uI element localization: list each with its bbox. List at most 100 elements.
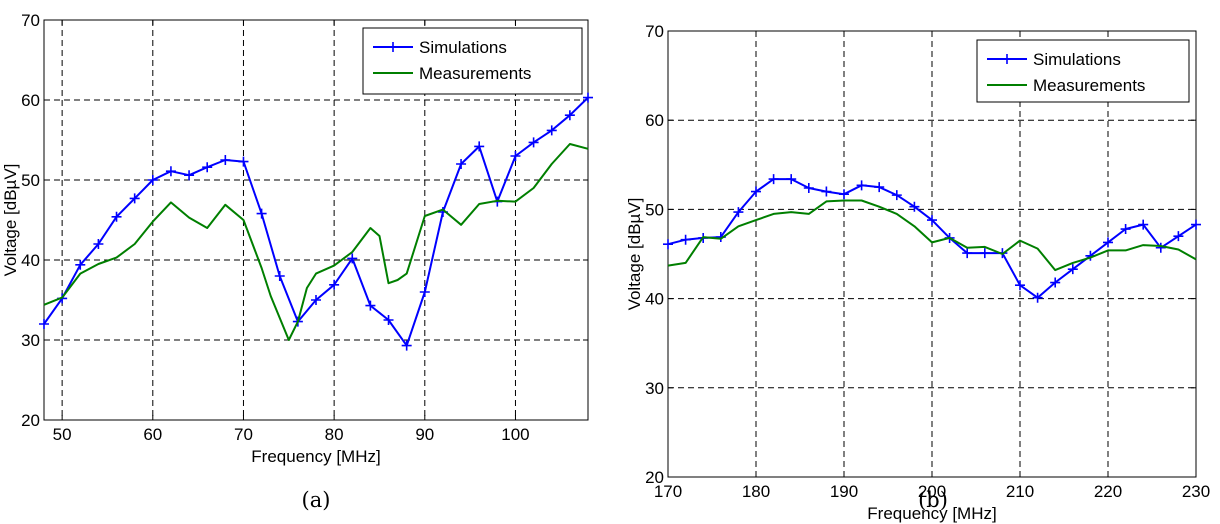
chart-b-legend-box <box>976 39 1190 103</box>
chart-a-series-simulations-point <box>93 239 104 249</box>
chart-a-legend-box <box>362 27 583 95</box>
chart-b-series-simulations-point <box>979 248 990 259</box>
chart-a-xtick-label: 60 <box>143 425 162 444</box>
chart-a-series-simulations-point <box>129 193 140 204</box>
chart-b-ytick-label: 60 <box>645 111 664 130</box>
chart-b-series-simulations-point <box>1050 277 1061 288</box>
chart-b-series-simulations-point <box>768 174 779 185</box>
chart-a-legend-marker <box>388 42 398 52</box>
chart-a-series-simulations-point <box>202 162 213 173</box>
chart-b-series-simulations-point <box>1173 231 1184 242</box>
chart-b-series-simulations-point <box>927 215 937 226</box>
chart-b-xtick-label: 170 <box>654 482 682 501</box>
chart-a-legend: Simulations Measurements <box>362 27 583 95</box>
chart-a-xtick-label: 90 <box>415 425 434 444</box>
chart-b-series-simulations-point <box>786 174 797 185</box>
chart-a-series-simulations-point <box>311 295 321 305</box>
chart-a-caption: (a) <box>302 488 331 512</box>
chart-b-series-simulations-point <box>874 182 885 193</box>
chart-a-series-simulations-point <box>165 166 176 177</box>
chart-b-series-simulations-point <box>733 207 744 218</box>
chart-a-ytick-label: 30 <box>21 331 40 350</box>
chart-b-series-simulations-point <box>751 186 761 197</box>
chart-b-xtick-label: 230 <box>1182 482 1210 501</box>
chart-b-legend-label-simulations: Simulations <box>1033 50 1121 69</box>
chart-a-x-axis-label: Frequency [MHz] <box>251 447 380 466</box>
chart-a-series-simulations-point <box>474 141 485 152</box>
chart-a-series-simulations-point <box>383 315 394 325</box>
chart-a-axes-frame <box>43 19 589 421</box>
chart-b-ytick-label: 70 <box>645 22 664 41</box>
chart-b-ytick-label: 50 <box>645 200 664 219</box>
chart-a-series-simulations-point <box>583 92 593 103</box>
chart-b-series-simulations-point <box>1032 292 1043 303</box>
chart-a-series-simulations-point <box>510 151 521 161</box>
chart-a: 50 60 70 80 90 100 20 30 40 50 60 70 Frequency [MHz]… <box>1 11 593 512</box>
chart-a-series-measurements-line <box>43 143 589 341</box>
chart-b-ytick-label: 40 <box>645 290 664 309</box>
chart-a-xtick-label: 80 <box>325 425 344 444</box>
chart-a-series-simulations-point <box>147 175 158 185</box>
chart-a-xtick-label: 100 <box>501 425 529 444</box>
chart-b-series-simulations-point <box>891 190 902 201</box>
chart-a-series-simulations-point <box>546 125 557 136</box>
chart-b-series-simulations-point <box>962 248 973 259</box>
chart-a-series-simulations-point <box>329 279 340 290</box>
chart-b-xtick-label: 210 <box>1006 482 1034 501</box>
chart-b-series-simulations-point <box>1191 219 1201 230</box>
chart-a-series-simulations-point <box>401 340 412 351</box>
chart-a-xtick-label: 70 <box>234 425 253 444</box>
chart-a-ytick-label: 20 <box>21 411 40 430</box>
chart-b-series-simulations-point <box>1138 219 1149 230</box>
chart-a-series-simulations-point <box>564 110 575 121</box>
chart-b-series-simulations-point <box>1155 242 1166 253</box>
chart-a-series-simulations-point <box>220 155 231 165</box>
chart-b-series-measurements-line <box>667 199 1197 272</box>
chart-b-xtick-label: 220 <box>1094 482 1122 501</box>
chart-a-series-simulations-point <box>111 211 122 222</box>
chart-a-series-simulations-point <box>39 319 49 329</box>
chart-b-caption: (b) <box>918 488 948 512</box>
chart-a-series-simulations-point <box>456 159 467 169</box>
chart-b-xtick-label: 200 <box>918 482 946 501</box>
chart-b-legend-marker <box>1002 54 1012 64</box>
chart-b-series-simulations-point <box>803 182 814 193</box>
chart-b-axes-frame <box>667 30 1197 478</box>
chart-a-series-simulations-point <box>75 259 86 270</box>
chart-a-series-simulations-point <box>528 137 539 148</box>
chart-b-series-simulations-point <box>909 201 920 212</box>
chart-a-series-simulations-point <box>365 300 376 311</box>
chart-b-series-simulations-point <box>680 234 691 245</box>
chart-a-ytick-label: 40 <box>21 251 40 270</box>
chart-b-legend: Simulations Measurements <box>976 39 1190 103</box>
chart-a-series-simulations-point <box>238 156 249 167</box>
chart-a-ytick-label: 50 <box>21 171 40 190</box>
chart-b-xtick-label: 190 <box>830 482 858 501</box>
chart-b-x-axis-label: Frequency [MHz] <box>867 504 996 523</box>
chart-a-series-simulations-point <box>347 253 358 264</box>
chart-a-series-simulations-point <box>184 170 195 181</box>
chart-b-series-simulations-point <box>839 189 849 200</box>
chart-b-series-simulations-point <box>1103 237 1113 248</box>
chart-a-series-simulations-point <box>419 287 430 297</box>
chart-b: 170 180 190 200 210 220 230 20 30 40 50 60 70 Frequen… <box>625 22 1210 523</box>
chart-b-series-simulations-point <box>821 186 832 197</box>
chart-b-y-axis-label: Voltage [dBµV] <box>625 198 644 311</box>
chart-a-xtick-label: 50 <box>53 425 72 444</box>
chart-a-legend-label-simulations: Simulations <box>419 38 507 57</box>
chart-b-series-simulations-point <box>663 239 673 250</box>
chart-a-series-simulations-point <box>274 271 285 281</box>
chart-b-ytick-label: 30 <box>645 379 664 398</box>
chart-a-legend-label-measurements: Measurements <box>419 64 531 83</box>
chart-b-series-simulations-point <box>1015 280 1025 291</box>
chart-a-ytick-label: 70 <box>21 11 40 30</box>
chart-a-series-simulations-point <box>256 208 267 219</box>
chart-b-legend-label-measurements: Measurements <box>1033 76 1145 95</box>
chart-b-xtick-label: 180 <box>742 482 770 501</box>
chart-b-series-simulations-point <box>1120 224 1131 235</box>
chart-b-series-simulations-point <box>856 180 867 191</box>
chart-b-ytick-label: 20 <box>645 468 664 487</box>
chart-a-ytick-label: 60 <box>21 91 40 110</box>
chart-a-y-axis-label: Voltage [dBµV] <box>1 164 20 277</box>
